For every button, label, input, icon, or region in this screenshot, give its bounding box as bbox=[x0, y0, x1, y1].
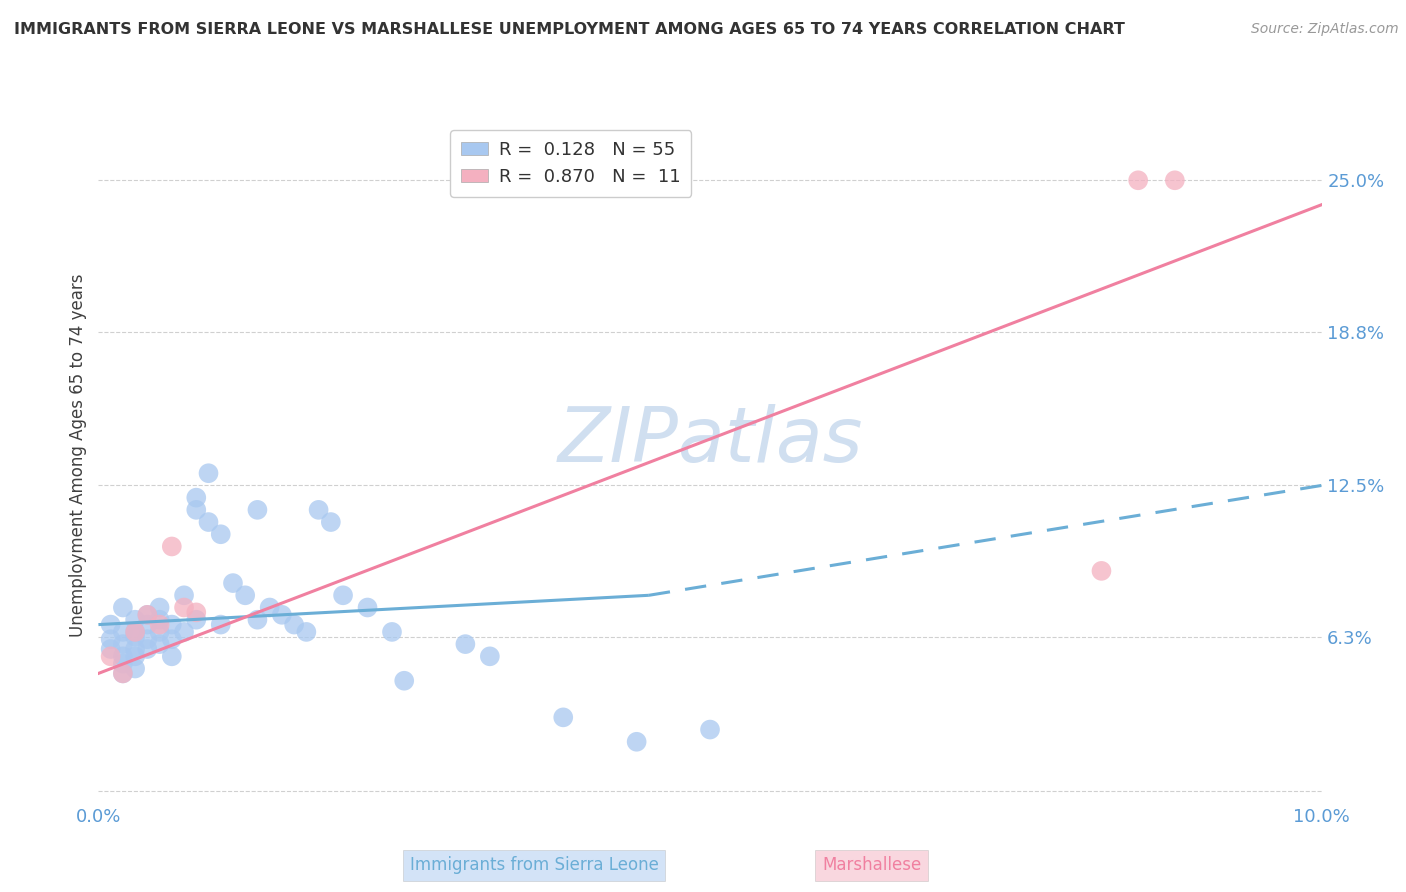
Point bbox=[160, 540, 183, 554]
Legend: R =  0.128   N = 55, R =  0.870   N =  11: R = 0.128 N = 55, R = 0.870 N = 11 bbox=[450, 130, 692, 196]
Point bbox=[173, 624, 195, 639]
Point bbox=[136, 632, 159, 647]
Point bbox=[111, 657, 134, 671]
Point bbox=[356, 600, 378, 615]
Point bbox=[149, 617, 172, 632]
Point bbox=[100, 642, 122, 657]
Point bbox=[111, 637, 134, 651]
Point bbox=[136, 617, 159, 632]
Point bbox=[1128, 173, 1150, 187]
Point bbox=[124, 613, 146, 627]
Point bbox=[136, 642, 159, 657]
Point bbox=[124, 624, 146, 639]
Point bbox=[626, 735, 648, 749]
Point bbox=[553, 710, 575, 724]
Point bbox=[111, 666, 134, 681]
Point bbox=[111, 624, 134, 639]
Point bbox=[124, 661, 146, 675]
Point bbox=[283, 617, 305, 632]
Y-axis label: Unemployment Among Ages 65 to 74 years: Unemployment Among Ages 65 to 74 years bbox=[69, 273, 87, 637]
Point bbox=[319, 515, 342, 529]
Point bbox=[197, 515, 219, 529]
Point bbox=[270, 607, 292, 622]
Point bbox=[233, 588, 256, 602]
Point bbox=[222, 576, 245, 591]
Point bbox=[111, 600, 134, 615]
Point bbox=[136, 607, 159, 622]
Point bbox=[699, 723, 721, 737]
Point bbox=[160, 632, 183, 647]
Point bbox=[149, 600, 172, 615]
Point bbox=[186, 491, 208, 505]
Point bbox=[246, 503, 269, 517]
Point bbox=[259, 600, 281, 615]
Point bbox=[160, 649, 183, 664]
Point bbox=[332, 588, 354, 602]
Point bbox=[186, 606, 208, 620]
Point bbox=[246, 613, 269, 627]
Point bbox=[111, 666, 134, 681]
Point bbox=[149, 624, 172, 639]
Point bbox=[1090, 564, 1112, 578]
Point bbox=[295, 624, 318, 639]
Text: Immigrants from Sierra Leone: Immigrants from Sierra Leone bbox=[409, 856, 659, 874]
Point bbox=[186, 503, 208, 517]
Point bbox=[197, 467, 219, 481]
Point bbox=[160, 617, 183, 632]
Point bbox=[209, 617, 232, 632]
Text: ZIPatlas: ZIPatlas bbox=[557, 404, 863, 478]
Text: Marshallese: Marshallese bbox=[823, 856, 921, 874]
Point bbox=[111, 649, 134, 664]
Point bbox=[124, 624, 146, 639]
Point bbox=[478, 649, 501, 664]
Point bbox=[100, 632, 122, 647]
Point bbox=[124, 642, 146, 657]
Text: Source: ZipAtlas.com: Source: ZipAtlas.com bbox=[1251, 22, 1399, 37]
Point bbox=[149, 637, 172, 651]
Text: IMMIGRANTS FROM SIERRA LEONE VS MARSHALLESE UNEMPLOYMENT AMONG AGES 65 TO 74 YEA: IMMIGRANTS FROM SIERRA LEONE VS MARSHALL… bbox=[14, 22, 1125, 37]
Point bbox=[124, 649, 146, 664]
Point bbox=[149, 613, 172, 627]
Point bbox=[1164, 173, 1187, 187]
Point bbox=[186, 613, 208, 627]
Point bbox=[100, 649, 122, 664]
Point bbox=[100, 617, 122, 632]
Point bbox=[173, 588, 195, 602]
Point bbox=[308, 503, 330, 517]
Point bbox=[209, 527, 232, 541]
Point bbox=[136, 607, 159, 622]
Point bbox=[454, 637, 477, 651]
Point bbox=[392, 673, 416, 688]
Point bbox=[173, 600, 195, 615]
Point bbox=[381, 624, 404, 639]
Point bbox=[124, 630, 146, 644]
